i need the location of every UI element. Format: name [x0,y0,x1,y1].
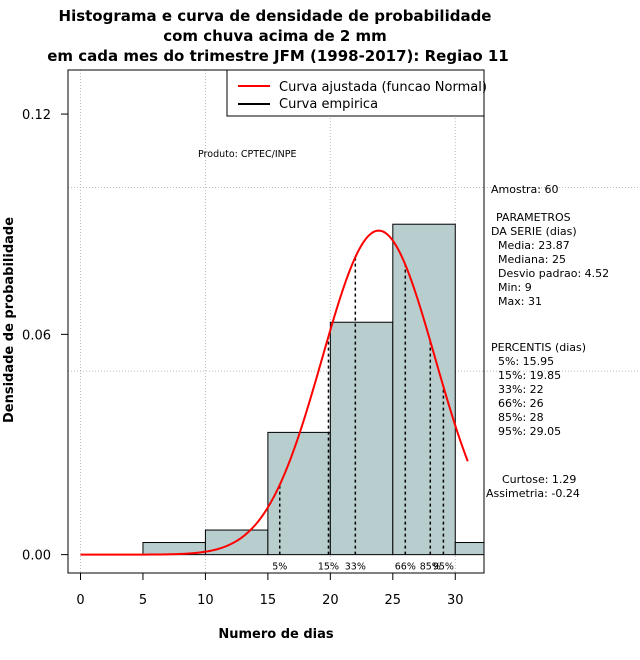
percentile-label: 33% [345,562,366,573]
stat-params-heading: PARAMETROS [496,211,571,224]
stat-max: Max: 31 [498,295,542,308]
chart-title-line-2: com chuva acima de 2 mm [163,27,387,45]
percentile-lines: 5% 15% 33% 66% 85%95% [272,257,454,573]
legend-label-normal: Curva ajustada (funcao Normal) [279,80,487,95]
histogram-bar [267,431,331,556]
stat-percentis-heading: PERCENTIS (dias) [491,341,586,354]
histogram-bar [204,529,269,556]
stat-median: Mediana: 25 [498,253,566,266]
x-tick-label: 30 [447,593,464,608]
percentile-label: 85% [420,562,441,573]
legend-box [226,69,485,117]
stat-min: Min: 9 [498,281,532,294]
stat-kurtosis: Curtose: 1.29 [502,473,576,486]
x-tick-label: 15 [260,593,277,608]
x-tick-label: 5 [139,593,147,608]
stat-p66: 66%: 26 [498,397,544,410]
percentile-label: 66% [395,562,416,573]
percentile-label: 15% [318,562,339,573]
percentile-label: 5% [272,562,287,573]
y-tick-label: 0.06 [22,328,51,343]
stat-sd: Desvio padrao: 4.52 [498,267,609,280]
stat-p95: 95%: 29.05 [498,425,561,438]
stat-sample: Amostra: 60 [491,183,558,196]
chart-title-line-3: em cada mes do trimestre JFM (1998-2017)… [47,47,509,65]
product-annotation: Produto: CPTEC/INPE [198,149,297,160]
stat-params-subheading: DA SERIE (dias) [491,225,577,238]
chart-title-line-1: Histograma e curva de densidade de proba… [59,7,492,25]
percentile-label: 95% [433,562,454,573]
normal-curve-line [80,229,469,556]
stat-p33: 33%: 22 [498,383,544,396]
legend-label-empirical: Curva empirica [279,97,378,112]
grid-lines [68,70,640,573]
x-tick-label: 0 [76,593,84,608]
histogram-bar [454,542,485,556]
y-tick-label: 0.12 [22,108,51,123]
histogram-bar [329,321,394,556]
x-tick-label: 10 [197,593,214,608]
histogram-bar [392,223,456,556]
stat-skewness: Assimetria: -0.24 [486,487,580,500]
stat-mean: Media: 23.87 [498,239,570,252]
x-axis-title: Numero de dias [218,627,334,642]
x-tick-label: 20 [322,593,339,608]
y-axis-title: Densidade de probabilidade [2,217,17,423]
y-tick-label: 0.00 [22,549,51,564]
x-tick-label: 25 [385,593,402,608]
legend: Curva ajustada (funcao Normal) Curva emp… [226,69,487,117]
stat-p5: 5%: 15.95 [498,355,554,368]
normal-curve [80,229,469,556]
stats-panel: Amostra: 60 PARAMETROS DA SERIE (dias) M… [486,183,609,500]
stat-p85: 85%: 28 [498,411,544,424]
stat-p15: 15%: 19.85 [498,369,561,382]
